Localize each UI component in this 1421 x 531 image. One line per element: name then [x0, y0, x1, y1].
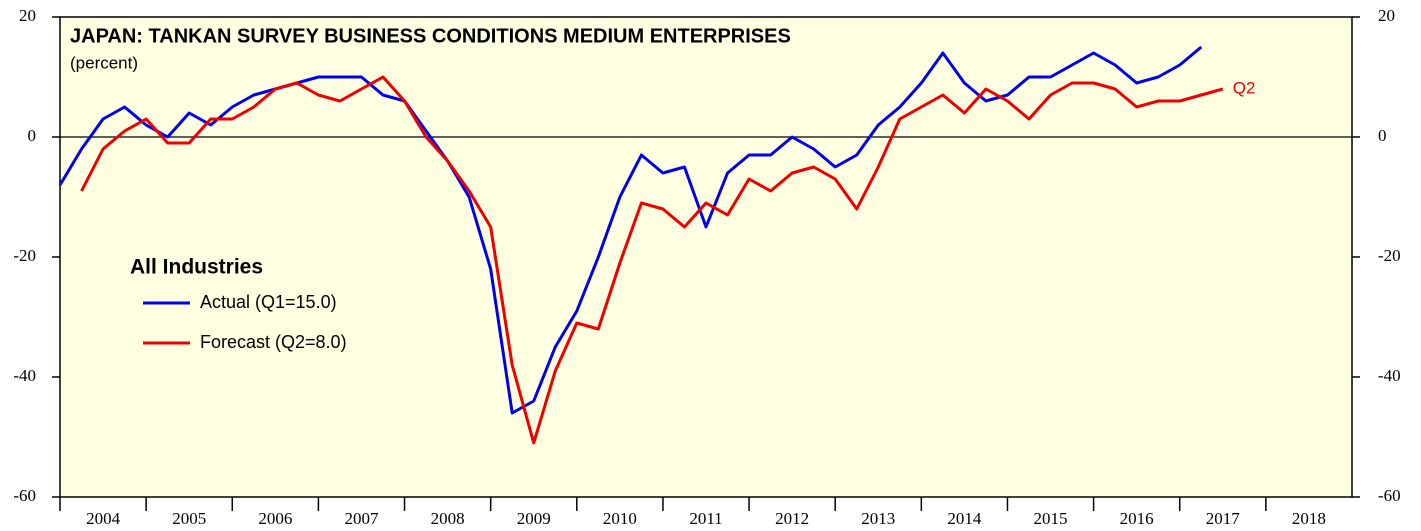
x-tick-label: 2018: [1292, 509, 1326, 528]
legend-label: Forecast (Q2=8.0): [200, 332, 347, 352]
y2-tick-label: 20: [1378, 6, 1395, 25]
line-series: [80, 75, 1224, 445]
x-tick-label: 2016: [1120, 509, 1154, 528]
y2-tick-label: -60: [1378, 486, 1401, 505]
x-tick-label: 2006: [258, 509, 292, 528]
x-tick-label: 2010: [603, 509, 637, 528]
legend-label: Actual (Q1=15.0): [200, 292, 337, 312]
x-tick-label: 2004: [86, 509, 121, 528]
plot-area: [59, 16, 1353, 498]
y-tick-label: -40: [13, 366, 36, 385]
y-tick-label: 0: [28, 126, 37, 145]
y-tick-label: -60: [13, 486, 36, 505]
x-tick-label: 2008: [431, 509, 465, 528]
x-tick-label: 2005: [172, 509, 206, 528]
x-tick-label: 2007: [344, 509, 379, 528]
x-tick-label: 2014: [947, 509, 982, 528]
x-tick-label: 2009: [517, 509, 551, 528]
legend-title: All Industries: [130, 256, 263, 279]
chart-subtitle: (percent): [70, 53, 138, 72]
x-tick-label: 2012: [775, 509, 809, 528]
annotation: Q2: [1233, 78, 1256, 97]
y2-tick-label: -20: [1378, 246, 1401, 265]
x-tick-label: 2013: [861, 509, 895, 528]
chart-title: JAPAN: TANKAN SURVEY BUSINESS CONDITIONS…: [70, 25, 791, 47]
x-tick-label: 2015: [1034, 509, 1068, 528]
y-tick-label: -20: [13, 246, 36, 265]
x-tick-label: 2011: [689, 509, 722, 528]
y2-tick-label: 0: [1378, 126, 1387, 145]
y-tick-label: 20: [19, 6, 36, 25]
y2-tick-label: -40: [1378, 366, 1401, 385]
x-tick-label: 2017: [1206, 509, 1241, 528]
line-series: [58, 45, 1203, 415]
